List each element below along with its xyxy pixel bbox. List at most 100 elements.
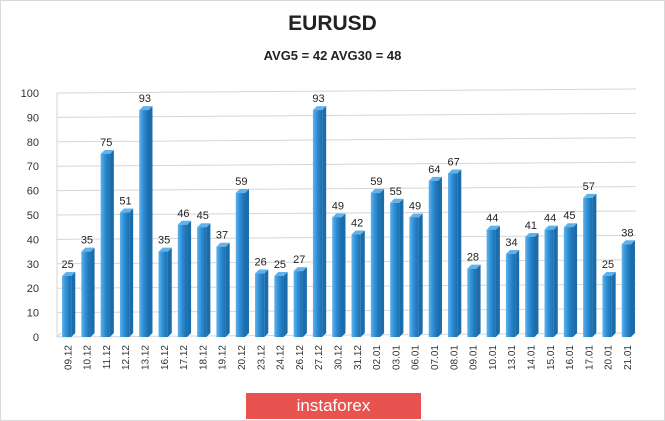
data-label: 25 bbox=[62, 259, 74, 271]
data-label: 59 bbox=[235, 176, 247, 188]
bar bbox=[255, 273, 265, 337]
bar bbox=[486, 229, 496, 337]
bar bbox=[62, 276, 72, 337]
gridline bbox=[56, 88, 637, 94]
bar-top bbox=[390, 198, 404, 203]
data-label: 67 bbox=[448, 157, 460, 169]
gridline bbox=[56, 137, 637, 143]
bar bbox=[621, 244, 631, 337]
data-label: 51 bbox=[119, 196, 131, 208]
bar bbox=[505, 254, 516, 337]
y-tick-label: 40 bbox=[27, 234, 39, 246]
x-tick-label: 14.01 bbox=[526, 345, 537, 370]
x-tick-label: 10.01 bbox=[488, 345, 499, 370]
gridline bbox=[56, 234, 637, 240]
bar bbox=[602, 276, 612, 337]
bar-side bbox=[630, 240, 635, 337]
bar-side bbox=[515, 250, 520, 337]
y-tick-label: 50 bbox=[27, 210, 39, 222]
bar-side bbox=[90, 247, 95, 337]
bar bbox=[119, 212, 130, 337]
chart-subtitle: AVG5 = 42 AVG30 = 48 bbox=[263, 48, 402, 63]
y-tick-label: 10 bbox=[27, 308, 39, 320]
y-tick-label: 30 bbox=[27, 259, 39, 271]
bar-side bbox=[283, 272, 288, 337]
bar-top bbox=[312, 106, 327, 111]
bar bbox=[274, 276, 284, 337]
bar bbox=[216, 246, 226, 337]
bar-side bbox=[495, 225, 500, 337]
data-label: 35 bbox=[81, 235, 93, 247]
bar-side bbox=[534, 232, 539, 337]
bar-top bbox=[139, 106, 153, 111]
x-tick-label: 18.12 bbox=[198, 345, 209, 370]
x-tick-label: 06.01 bbox=[411, 345, 422, 370]
x-tick-label: 07.01 bbox=[430, 345, 441, 370]
gridline bbox=[56, 112, 637, 118]
x-tick-label: 31.12 bbox=[353, 345, 364, 370]
y-tick-label: 80 bbox=[27, 137, 39, 149]
data-label: 38 bbox=[621, 227, 633, 239]
x-tick-label: 13.12 bbox=[140, 345, 151, 370]
data-label: 42 bbox=[351, 218, 363, 230]
data-labels: 25 35 75 51 93 35 46 45 37 59 26 25 27 93 49 42 59 55 49 64… bbox=[62, 93, 634, 271]
chart-title: EURUSD bbox=[288, 12, 377, 35]
gridline bbox=[56, 210, 637, 216]
logo-text: instaforex bbox=[296, 396, 371, 415]
gridlines bbox=[56, 88, 637, 338]
data-label: 27 bbox=[293, 254, 305, 266]
data-label: 55 bbox=[390, 186, 402, 198]
x-tick-label: 15.01 bbox=[546, 345, 557, 370]
bar-top bbox=[544, 225, 558, 230]
bar-side bbox=[148, 106, 153, 337]
gridline bbox=[56, 283, 637, 289]
bar-top bbox=[293, 267, 307, 272]
bar-top bbox=[158, 247, 172, 252]
data-label: 57 bbox=[583, 181, 595, 193]
bar-top bbox=[448, 169, 462, 174]
bar-side bbox=[129, 208, 134, 337]
bar bbox=[293, 271, 303, 337]
bar-side bbox=[109, 150, 114, 337]
bar-top bbox=[370, 189, 385, 194]
bar-side bbox=[225, 242, 230, 337]
bar-side bbox=[380, 189, 385, 337]
gridline bbox=[56, 308, 637, 314]
plot-floor-edge bbox=[56, 332, 62, 338]
bar-side bbox=[553, 225, 558, 337]
y-tick-label: 20 bbox=[27, 283, 39, 295]
bar-side bbox=[573, 223, 578, 337]
data-label: 35 bbox=[158, 235, 170, 247]
data-label: 49 bbox=[409, 200, 421, 212]
data-label: 41 bbox=[525, 220, 537, 232]
bar-top bbox=[602, 272, 616, 276]
x-tick-label: 21.01 bbox=[623, 345, 634, 370]
bar-top bbox=[351, 230, 365, 235]
bars bbox=[62, 106, 635, 337]
bar-top bbox=[505, 250, 520, 255]
bar bbox=[563, 227, 574, 337]
x-tick-label: 23.12 bbox=[256, 345, 267, 370]
x-tick-label: 09.01 bbox=[469, 345, 480, 370]
bar-top bbox=[525, 232, 539, 237]
bar-top bbox=[563, 223, 578, 228]
x-tick-label: 16.01 bbox=[565, 345, 576, 370]
bar bbox=[158, 251, 168, 337]
data-label: 46 bbox=[177, 208, 189, 220]
x-tick-label: 03.01 bbox=[391, 345, 402, 370]
bar-top bbox=[486, 225, 500, 230]
data-label: 25 bbox=[602, 259, 614, 271]
bar-side bbox=[264, 269, 269, 337]
data-label: 49 bbox=[332, 200, 344, 212]
bar-top bbox=[428, 176, 442, 181]
x-axis: 09.12 10.12 11.12 12.12 13.12 16.12 17.12 18.12… bbox=[63, 345, 634, 370]
x-tick-label: 12.12 bbox=[121, 345, 132, 370]
bar-top bbox=[255, 269, 269, 274]
x-tick-label: 19.12 bbox=[218, 345, 229, 370]
bar bbox=[235, 193, 245, 337]
x-tick-label: 13.01 bbox=[507, 345, 518, 370]
data-label: 44 bbox=[486, 213, 498, 225]
data-label: 26 bbox=[255, 257, 267, 269]
data-label: 93 bbox=[312, 93, 324, 105]
